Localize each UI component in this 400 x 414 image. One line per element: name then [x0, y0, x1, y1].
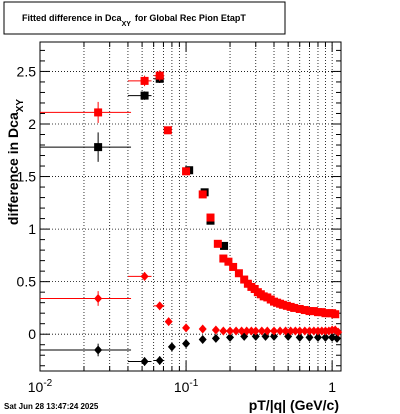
- data-point-diamond: [263, 326, 272, 336]
- x-tick-label: 10-1: [174, 378, 199, 395]
- data-point-diamond: [334, 327, 343, 337]
- y-tick-label: 2: [28, 116, 36, 132]
- data-point-diamond: [167, 342, 176, 352]
- data-point-diamond: [305, 332, 314, 342]
- data-point-square: [278, 300, 287, 309]
- data-point-square: [295, 304, 304, 313]
- x-tick-label: 10-2: [28, 378, 53, 395]
- data-point-diamond: [270, 326, 279, 336]
- data-point-diamond: [198, 324, 207, 334]
- title-box: [3, 1, 286, 35]
- data-point-square: [219, 254, 228, 263]
- data-point-diamond: [226, 326, 235, 336]
- data-point-diamond: [232, 326, 241, 336]
- data-point-square: [182, 167, 191, 176]
- data-point-square: [234, 269, 243, 278]
- data-point-diamond: [164, 317, 173, 327]
- data-point-diamond: [211, 333, 220, 343]
- y-axis-label: difference in DcaXY: [5, 99, 26, 225]
- data-point-diamond: [295, 326, 304, 336]
- data-point-diamond: [281, 326, 290, 336]
- data-point-diamond: [182, 339, 191, 349]
- data-point-diamond: [333, 333, 342, 343]
- data-series: [40, 331, 342, 367]
- data-point-square: [140, 76, 149, 85]
- data-point-diamond: [211, 325, 220, 335]
- chart-title: Fitted difference in DcaXYfor Global Rec…: [22, 13, 246, 28]
- data-point-square: [213, 239, 222, 248]
- data-point-diamond: [182, 323, 191, 333]
- data-point-square: [229, 262, 238, 271]
- y-tick-label: 0.5: [17, 274, 37, 290]
- data-point-diamond: [257, 326, 266, 336]
- timestamp: Sat Jun 28 13:47:24 2025: [4, 402, 99, 411]
- data-point-square: [224, 257, 233, 266]
- data-point-diamond: [155, 355, 164, 365]
- y-tick-label: 1: [28, 221, 36, 237]
- data-point-square: [94, 108, 103, 117]
- data-point-square: [305, 307, 314, 316]
- data-point-diamond: [309, 326, 318, 336]
- data-point-square: [300, 306, 309, 315]
- data-point-square: [155, 71, 164, 80]
- data-point-square: [206, 213, 215, 222]
- data-point-diamond: [155, 301, 164, 311]
- data-point-diamond: [295, 332, 304, 342]
- x-tick-label: 1: [328, 379, 336, 395]
- data-point-diamond: [226, 332, 235, 342]
- data-point-square: [290, 303, 299, 312]
- data-point-diamond: [94, 345, 103, 355]
- data-point-diamond: [270, 331, 279, 341]
- data-series: [40, 271, 343, 337]
- data-point-square: [220, 241, 229, 250]
- data-point-diamond: [291, 326, 300, 336]
- data-point-diamond: [313, 332, 322, 342]
- y-tick-label: 2.5: [17, 63, 37, 79]
- axis-ticks: 0 0.5 1 1.5 2 2.5 10-2 10-1 1: [17, 42, 341, 395]
- grid: [40, 42, 341, 371]
- data-series: [40, 70, 340, 319]
- data-point-square: [140, 91, 149, 100]
- x-axis-label: pT/|q| (GeV/c): [249, 397, 339, 413]
- plot-frame: [39, 41, 342, 372]
- data-point-diamond: [300, 326, 309, 336]
- data-point-diamond: [219, 326, 228, 336]
- data-point-diamond: [321, 332, 330, 342]
- data-point-diamond: [251, 331, 260, 341]
- data-point-square: [198, 190, 207, 199]
- data-point-diamond: [242, 326, 251, 336]
- data-layer: [40, 70, 343, 367]
- data-point-diamond: [237, 326, 246, 336]
- data-point-diamond: [305, 326, 314, 336]
- data-series: [40, 74, 229, 250]
- data-point-diamond: [94, 293, 103, 303]
- data-point-square: [240, 275, 249, 284]
- data-point-square: [331, 310, 340, 319]
- data-point-diamond: [140, 357, 149, 367]
- data-point-diamond: [276, 326, 285, 336]
- data-point-square: [163, 126, 172, 135]
- data-point-diamond: [251, 326, 260, 336]
- data-point-diamond: [286, 326, 295, 336]
- data-point-square: [309, 307, 318, 316]
- y-tick-label: 1.5: [17, 169, 37, 185]
- y-tick-label: 0: [28, 326, 36, 342]
- data-point-diamond: [247, 326, 256, 336]
- data-point-square: [94, 143, 103, 152]
- data-point-diamond: [198, 334, 207, 344]
- data-point-diamond: [140, 271, 149, 281]
